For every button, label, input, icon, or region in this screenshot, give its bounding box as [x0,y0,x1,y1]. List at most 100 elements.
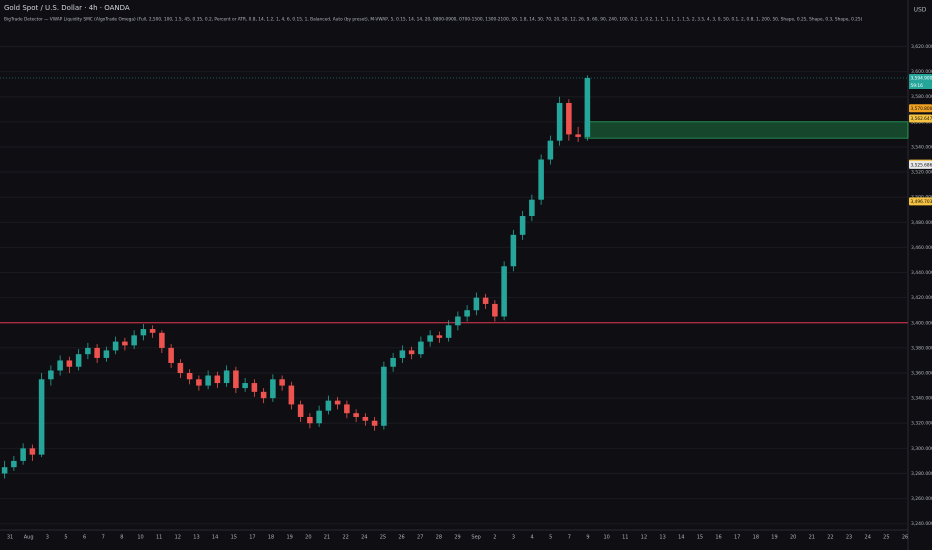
x-tick-label: 15 [697,535,703,541]
x-tick-label: 3 [46,535,49,541]
candle-body [85,347,91,355]
y-tick-label: 3,360.000 [911,371,932,377]
x-tick-label: 5 [549,535,552,541]
candle-body [529,199,535,217]
x-tick-label: 18 [268,535,274,541]
candle-body [122,341,128,346]
price-tag-label: 3,496.703 [911,199,932,205]
candle-body [279,379,285,386]
candle-body [473,297,480,311]
x-tick-label: 26 [902,535,908,541]
candle-body [455,316,461,326]
price-tag-label: 3,594.900 [911,75,932,81]
candle-body [177,362,184,374]
candle-body [556,102,563,141]
x-tick-label: 17 [249,535,255,541]
x-tick-label: 26 [398,535,404,541]
y-tick-label: 3,540.000 [911,144,932,150]
x-tick-label: 19 [287,535,293,541]
y-tick-label: 3,380.000 [911,345,932,351]
y-tick-label: 3,340.000 [911,396,932,402]
x-tick-label: 6 [83,535,86,541]
y-tick-label: 3,420.000 [911,295,932,301]
x-tick-label: 14 [212,535,218,541]
candle-body [501,266,507,317]
candle-body [418,341,424,355]
candle-body [233,370,239,389]
candle-body [94,347,100,358]
x-tick-label: 13 [659,535,665,541]
candle-body [510,234,517,267]
candle-body [492,303,498,317]
x-tick-label: 5 [64,535,67,541]
x-tick-label: 9 [586,535,589,541]
x-tick-label: 7 [102,535,105,541]
candle-body [538,159,544,200]
y-tick-label: 3,240.000 [911,521,932,527]
candle-body [11,460,17,468]
candle-body [66,360,73,367]
candle-body [168,347,174,363]
x-tick-label: 10 [137,535,143,541]
candle-body [325,400,332,411]
candle-body [214,375,221,384]
price-tag-label: 3,525.686 [911,162,932,168]
x-tick-label: 28 [436,535,442,541]
candle-body [307,416,313,424]
x-tick-label: 18 [753,535,759,541]
x-tick-label: Aug [24,535,34,541]
x-tick-label: 11 [156,535,162,541]
candle-body [390,357,396,367]
x-tick-label: 17 [734,535,740,541]
x-tick-label: 10 [603,535,609,541]
x-tick-label: 22 [827,535,833,541]
candle-body [140,329,147,336]
x-tick-label: 19 [771,535,777,541]
currency-label[interactable]: USD [914,7,927,14]
x-tick-label: 16 [715,535,721,541]
candle-body [57,360,63,371]
y-tick-label: 3,520.000 [911,170,932,176]
y-tick-label: 3,260.000 [911,496,932,502]
x-tick-label: 13 [193,535,199,541]
candle-body [1,467,8,474]
indicator-legend: BigTrade Detector — VWAP Liquidity SMC (… [4,17,863,23]
price-tag-label: 3,570.800 [911,106,932,112]
x-tick-label: 24 [361,535,367,541]
candle-body [316,410,322,424]
candle-body [362,416,369,421]
candle-body [334,400,341,405]
candle-body [584,77,591,137]
x-tick-label: 12 [175,535,181,541]
candle-body [399,350,406,358]
x-tick-label: 2 [493,535,496,541]
x-tick-label: 12 [641,535,647,541]
candle-body [288,385,295,405]
countdown-bg [909,81,932,89]
candle-body [371,420,378,426]
candle-body [270,379,276,399]
x-tick-label: 22 [342,535,348,541]
candle-body [131,335,137,346]
y-tick-label: 3,400.000 [911,320,932,326]
x-tick-label: 20 [790,535,796,541]
candle-body [547,140,554,160]
candle-body [242,383,248,389]
candle-body [427,335,433,342]
candle-body [186,373,193,380]
x-tick-label: 27 [417,535,423,541]
x-tick-label: 21 [324,535,330,541]
x-tick-label: 24 [865,535,871,541]
x-tick-label: 4 [530,535,533,541]
x-tick-label: 8 [120,535,123,541]
price-tag [909,73,932,82]
candle-body [353,413,359,417]
candle-body [112,341,119,351]
y-tick-label: 3,280.000 [911,471,932,477]
candle-body [566,102,572,135]
x-tick-label: 3 [512,535,515,541]
y-tick-label: 3,600.000 [911,69,932,75]
candle-body [48,370,54,380]
